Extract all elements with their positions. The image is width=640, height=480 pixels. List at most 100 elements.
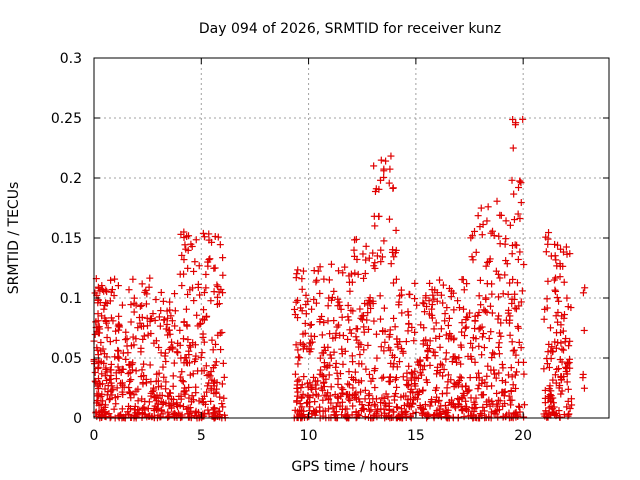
data-point — [507, 387, 515, 395]
data-point — [298, 275, 306, 283]
data-point — [105, 396, 113, 404]
data-point — [439, 281, 447, 289]
data-point — [194, 283, 202, 291]
data-point — [143, 290, 151, 298]
data-point — [429, 291, 437, 299]
data-point — [394, 340, 402, 348]
data-point — [115, 354, 123, 362]
data-point — [327, 260, 335, 268]
data-point — [293, 392, 301, 400]
data-point — [103, 334, 111, 342]
data-point — [204, 406, 212, 414]
data-point — [386, 373, 394, 381]
data-point — [159, 363, 167, 371]
data-point — [430, 325, 438, 333]
data-point — [489, 349, 497, 357]
data-point — [377, 258, 385, 266]
data-point — [350, 246, 358, 254]
data-point — [445, 398, 453, 406]
data-point — [497, 332, 505, 340]
data-point — [519, 358, 527, 366]
data-point — [324, 317, 332, 325]
data-point — [185, 383, 193, 391]
data-point — [361, 413, 369, 421]
data-point — [380, 237, 388, 245]
data-point — [513, 368, 521, 376]
data-point — [549, 376, 557, 384]
data-point — [566, 405, 574, 413]
data-point — [103, 353, 111, 361]
data-point — [450, 306, 458, 314]
data-point — [387, 152, 395, 160]
data-point — [500, 388, 508, 396]
data-point — [307, 385, 315, 393]
y-tick-label: 0.05 — [51, 351, 82, 367]
data-point — [466, 374, 474, 382]
data-point — [493, 197, 501, 205]
data-point — [218, 380, 226, 388]
data-point — [485, 334, 493, 342]
data-point — [483, 382, 491, 390]
data-point — [138, 366, 146, 374]
data-point — [202, 284, 210, 292]
data-point — [144, 331, 152, 339]
data-point — [327, 354, 335, 362]
data-point — [433, 289, 441, 297]
data-point — [504, 309, 512, 317]
data-point — [410, 337, 418, 345]
data-point — [543, 355, 551, 363]
data-point — [294, 314, 302, 322]
data-point — [462, 323, 470, 331]
data-point — [212, 358, 220, 366]
data-point — [495, 312, 503, 320]
data-point — [327, 399, 335, 407]
data-point — [461, 332, 469, 340]
data-points — [90, 115, 589, 422]
data-point — [449, 289, 457, 297]
data-point — [100, 305, 108, 313]
data-point — [187, 407, 195, 415]
data-point — [302, 310, 310, 318]
data-point — [428, 396, 436, 404]
data-point — [390, 253, 398, 261]
y-tick-labels: 0 0.05 0.1 0.15 0.2 0.25 0.3 — [51, 51, 82, 427]
data-point — [310, 373, 318, 381]
data-point — [179, 335, 187, 343]
data-point — [319, 379, 327, 387]
data-point — [295, 376, 303, 384]
data-point — [432, 334, 440, 342]
data-point — [416, 356, 424, 364]
data-point — [431, 398, 439, 406]
data-point — [467, 339, 475, 347]
data-point — [191, 258, 199, 266]
data-point — [94, 329, 102, 337]
data-point — [386, 165, 394, 173]
data-point — [426, 402, 434, 410]
data-point — [514, 210, 522, 218]
data-point — [510, 295, 518, 303]
data-point — [366, 407, 374, 415]
data-point — [428, 301, 436, 309]
data-point — [294, 346, 302, 354]
data-point — [407, 385, 415, 393]
data-point — [94, 351, 102, 359]
data-point — [414, 374, 422, 382]
data-point — [510, 190, 518, 198]
data-point — [345, 368, 353, 376]
data-point — [138, 395, 146, 403]
data-point — [330, 348, 338, 356]
data-point — [102, 317, 110, 325]
data-point — [123, 335, 131, 343]
data-point — [214, 331, 222, 339]
data-point — [348, 278, 356, 286]
data-point — [478, 333, 486, 341]
data-point — [481, 307, 489, 315]
data-point — [407, 403, 415, 411]
data-point — [190, 297, 198, 305]
data-point — [163, 320, 171, 328]
data-point — [489, 400, 497, 408]
data-point — [330, 287, 338, 295]
data-point — [504, 290, 512, 298]
data-point — [497, 319, 505, 327]
data-point — [127, 301, 135, 309]
